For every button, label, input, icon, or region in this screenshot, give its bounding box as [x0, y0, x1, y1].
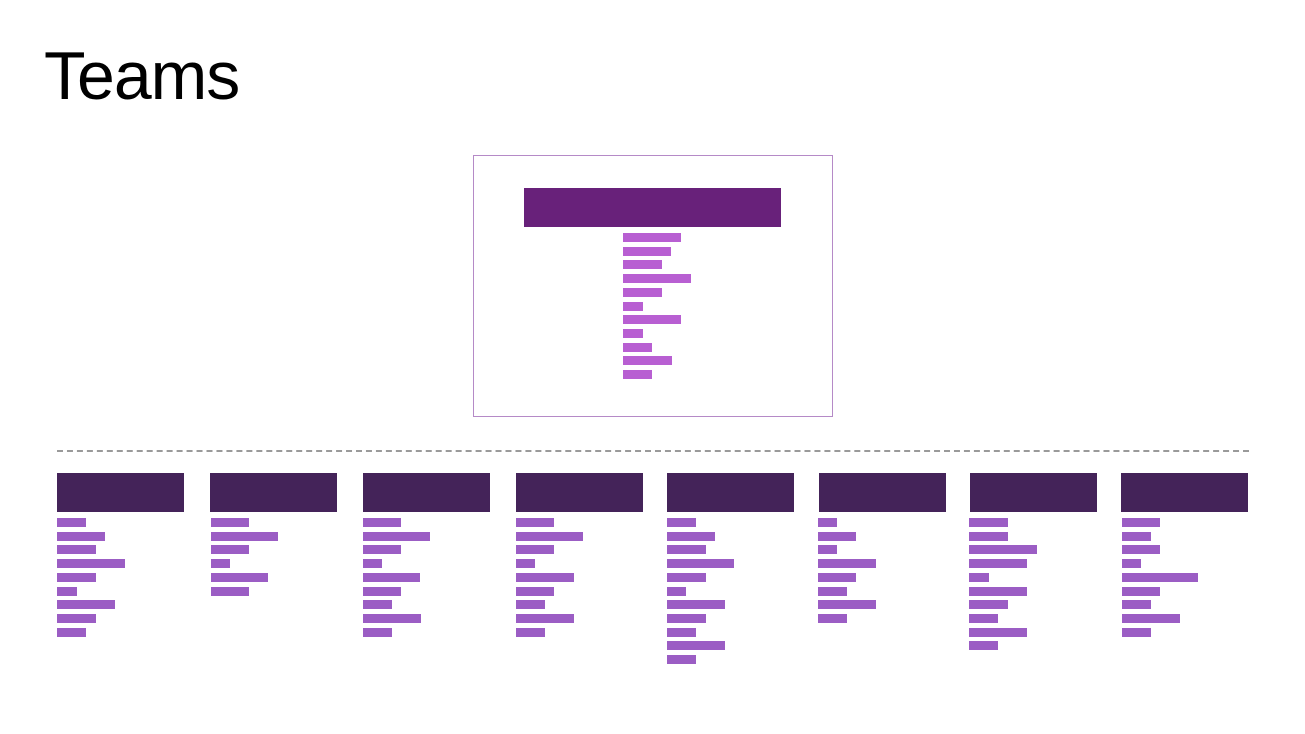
team-member-bar — [1122, 613, 1180, 623]
leadership-frame — [473, 155, 833, 417]
team-member-bar — [1122, 600, 1151, 610]
team-member-bar — [516, 559, 535, 569]
team-member-bar — [818, 600, 876, 610]
team-member-bar — [1122, 545, 1160, 555]
team-member-bar — [363, 586, 401, 596]
team-member-bar — [969, 572, 989, 582]
team-member-bar — [818, 572, 856, 582]
team-member-bar — [818, 531, 856, 541]
team-member-bar — [363, 545, 401, 555]
team-member-bar — [667, 559, 734, 569]
leadership-header — [524, 188, 781, 227]
leadership-member-bar — [623, 328, 643, 338]
team-member-bar — [516, 545, 554, 555]
team-member-bar — [363, 559, 382, 569]
team-member-bar — [969, 531, 1008, 541]
team-member-bar — [516, 518, 554, 527]
team-header — [363, 473, 490, 512]
team-member-bar — [363, 572, 420, 582]
team-member-bar — [363, 613, 421, 623]
team-member-bar — [667, 572, 706, 582]
team-member-bar — [969, 641, 998, 651]
team-member-bar — [969, 627, 1027, 637]
page-title: Teams — [44, 38, 240, 114]
team-member-bar — [211, 545, 249, 555]
team-member-bar — [57, 613, 96, 623]
team-member-bar — [1122, 627, 1151, 637]
team-member-bar — [667, 600, 725, 610]
team-header — [210, 473, 337, 512]
team-member-bar — [1122, 586, 1160, 596]
team-member-bar — [57, 586, 77, 596]
leadership-member-bar — [623, 260, 662, 270]
team-header — [667, 473, 794, 512]
team-member-bar — [667, 627, 696, 637]
team-member-bar — [516, 572, 574, 582]
team-member-bar — [1122, 518, 1160, 527]
team-member-bar — [667, 545, 706, 555]
team-member-bar — [969, 518, 1008, 527]
team-member-bar — [667, 655, 696, 664]
team-member-bar — [363, 518, 401, 527]
team-member-bar — [667, 518, 696, 527]
team-member-bar — [211, 586, 249, 596]
leadership-member-bar — [623, 246, 671, 256]
team-member-bar — [1122, 531, 1151, 541]
leadership-member-bar — [623, 370, 652, 379]
team-member-bar — [211, 518, 249, 527]
team-member-bar — [363, 600, 392, 610]
team-member-bar — [969, 613, 998, 623]
team-member-bar — [211, 559, 230, 569]
leadership-member-bar — [623, 315, 681, 325]
leadership-member-bar — [623, 356, 672, 366]
team-member-bar — [57, 518, 86, 527]
team-member-bar — [818, 613, 847, 623]
team-member-bar — [57, 600, 115, 610]
team-member-bar — [667, 641, 725, 651]
team-member-bar — [516, 600, 545, 610]
team-member-bar — [516, 613, 574, 623]
team-member-bar — [667, 586, 686, 596]
leadership-member-bar — [623, 287, 662, 297]
team-header — [516, 473, 643, 512]
team-member-bar — [818, 559, 876, 569]
team-member-bar — [363, 627, 392, 637]
team-member-bar — [211, 531, 278, 541]
team-member-bar — [818, 586, 847, 596]
team-member-bar — [969, 545, 1037, 555]
team-member-bar — [667, 613, 706, 623]
team-member-bar — [211, 572, 268, 582]
team-member-bar — [363, 531, 430, 541]
team-member-bar — [57, 627, 86, 637]
team-member-bar — [57, 559, 125, 569]
team-member-bar — [1122, 572, 1198, 582]
team-member-bar — [57, 545, 96, 555]
team-member-bar — [667, 531, 715, 541]
team-header — [57, 473, 184, 512]
leadership-member-bar — [623, 274, 691, 284]
leadership-member-bar — [623, 233, 681, 242]
team-member-bar — [818, 518, 837, 527]
team-member-bar — [57, 572, 96, 582]
leadership-member-bar — [623, 301, 643, 311]
team-member-bar — [57, 531, 105, 541]
divider-line — [57, 450, 1249, 452]
team-member-bar — [516, 586, 554, 596]
team-member-bar — [516, 627, 545, 637]
team-member-bar — [1122, 559, 1141, 569]
team-member-bar — [969, 559, 1027, 569]
team-header — [819, 473, 946, 512]
team-member-bar — [516, 531, 583, 541]
team-member-bar — [969, 600, 1008, 610]
team-member-bar — [818, 545, 837, 555]
leadership-member-bar — [623, 342, 652, 352]
team-header — [1121, 473, 1248, 512]
team-member-bar — [969, 586, 1027, 596]
team-header — [970, 473, 1097, 512]
